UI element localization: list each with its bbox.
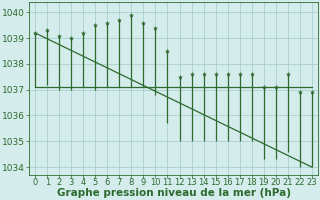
X-axis label: Graphe pression niveau de la mer (hPa): Graphe pression niveau de la mer (hPa)	[57, 188, 291, 198]
